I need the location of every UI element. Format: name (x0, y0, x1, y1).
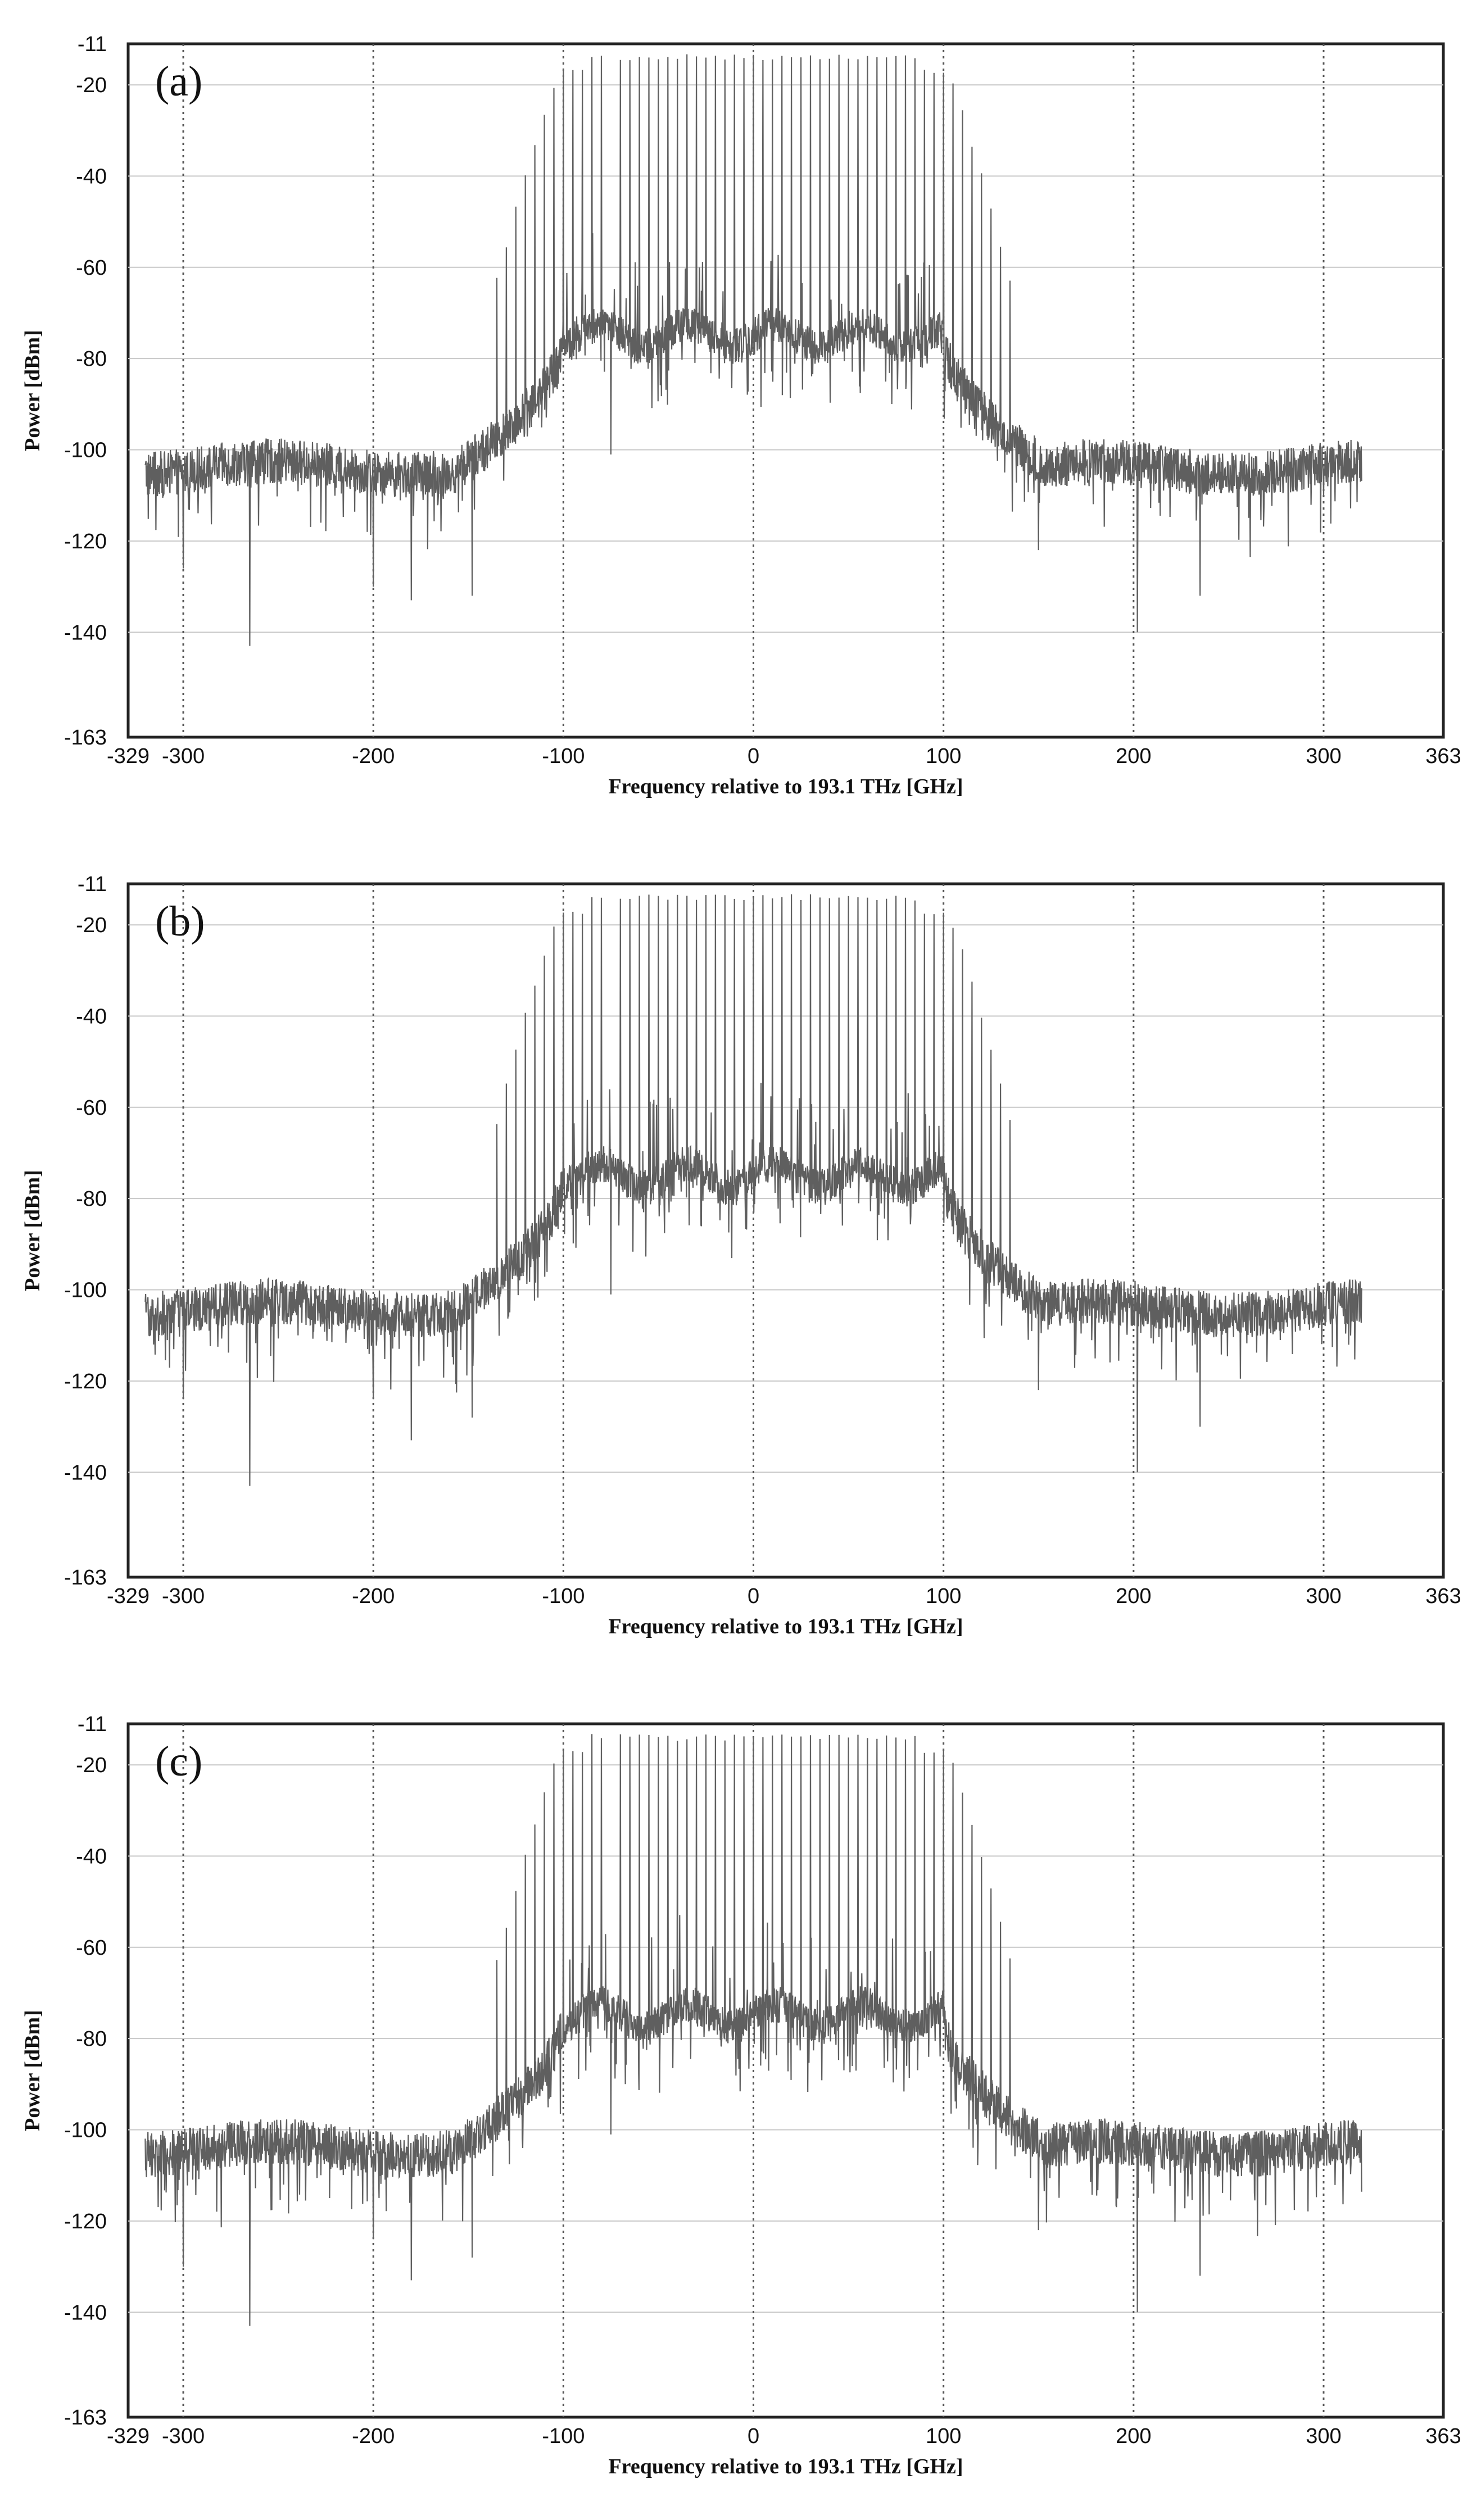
x-tick-label: -100 (542, 1584, 585, 1608)
y-tick-label: -140 (64, 2301, 107, 2324)
x-axis-title: Frequency relative to 193.1 THz [GHz] (608, 2455, 963, 2478)
x-tick-label: 363 (1425, 744, 1461, 768)
y-tick-label: -60 (76, 1936, 107, 1960)
x-tick-label: -300 (162, 2424, 205, 2448)
y-tick-label: -163 (64, 1566, 107, 1590)
spectrum-trace (144, 1734, 1362, 2326)
x-tick-label: -300 (162, 744, 205, 768)
y-tick-label: -120 (64, 530, 107, 553)
x-axis-title: Frequency relative to 193.1 THz [GHz] (608, 1615, 963, 1638)
y-tick-label: -20 (76, 914, 107, 937)
spectrum-chart-a: -11 -20 -40 -60 -80 -100 -120 -140 -163-329 -300 -… (21, 33, 1461, 798)
spectrum-trace (144, 54, 1362, 646)
y-tick-label: -140 (64, 1461, 107, 1484)
y-tick-label: -80 (76, 1187, 107, 1211)
x-tick-label: 300 (1306, 744, 1341, 768)
y-tick-label: -20 (76, 74, 107, 97)
spectrum-chart-c: -11 -20 -40 -60 -80 -100 -120 -140 -163-329 -300 -… (21, 1713, 1461, 2478)
x-tick-label: 300 (1306, 1584, 1341, 1608)
y-tick-label: -140 (64, 621, 107, 644)
panel-c: -11 -20 -40 -60 -80 -100 -120 -140 -163 -329 -300 -… (0, 1680, 1481, 2520)
y-tick-label: -11 (78, 33, 107, 56)
panel-label: (b) (155, 898, 205, 945)
x-tick-label: 300 (1306, 2424, 1341, 2448)
x-tick-label: 0 (748, 1584, 759, 1608)
plot-frame (126, 1722, 1445, 2419)
spectrum-chart-b: -11 -20 -40 -60 -80 -100 -120 -140 -163-329 -300 -… (21, 873, 1461, 1638)
y-tick-label: -163 (64, 726, 107, 750)
x-tick-label: 100 (926, 1584, 961, 1608)
x-tick-label: -329 (107, 2424, 150, 2448)
x-tick-label: -329 (107, 744, 150, 768)
y-tick-label: -120 (64, 2210, 107, 2233)
panel-label: (c) (155, 1738, 202, 1785)
x-tick-label: 200 (1116, 744, 1151, 768)
x-tick-label: 100 (926, 744, 961, 768)
y-tick-label: -100 (64, 439, 107, 462)
x-tick-label: 200 (1116, 2424, 1151, 2448)
x-tick-label: 0 (748, 2424, 759, 2448)
y-tick-label: -20 (76, 1754, 107, 1777)
x-tick-label: 363 (1425, 1584, 1461, 1608)
y-tick-label: -100 (64, 1279, 107, 1302)
x-tick-label: 363 (1425, 2424, 1461, 2448)
y-tick-label: -80 (76, 2027, 107, 2051)
y-tick-label: -40 (76, 1845, 107, 1868)
y-axis-title: Power [dBm] (21, 2010, 44, 2131)
plot-frame (126, 882, 1445, 1579)
y-tick-label: -40 (76, 165, 107, 188)
y-tick-label: -60 (76, 256, 107, 280)
y-tick-label: -60 (76, 1096, 107, 1120)
x-tick-label: -100 (542, 2424, 585, 2448)
x-tick-label: -329 (107, 1584, 150, 1608)
x-tick-label: -100 (542, 744, 585, 768)
x-tick-label: -200 (352, 2424, 395, 2448)
panel-label: (a) (155, 58, 202, 105)
y-tick-label: -120 (64, 1370, 107, 1393)
x-axis-title: Frequency relative to 193.1 THz [GHz] (608, 775, 963, 798)
y-tick-label: -100 (64, 2119, 107, 2142)
panel-a: -11 -20 -40 -60 -80 -100 -120 -140 -163 -329 -300 -… (0, 0, 1481, 840)
plot-frame (126, 42, 1445, 739)
y-tick-label: -11 (78, 873, 107, 896)
y-tick-label: -80 (76, 347, 107, 371)
y-tick-label: -163 (64, 2406, 107, 2430)
y-tick-label: -40 (76, 1005, 107, 1028)
y-axis-title: Power [dBm] (21, 330, 44, 451)
panel-b: -11 -20 -40 -60 -80 -100 -120 -140 -163 -329 -300 -… (0, 840, 1481, 1680)
spectrum-trace (144, 894, 1362, 1486)
x-tick-label: -200 (352, 1584, 395, 1608)
x-tick-label: -300 (162, 1584, 205, 1608)
x-tick-label: -200 (352, 744, 395, 768)
y-axis-title: Power [dBm] (21, 1170, 44, 1291)
x-tick-label: 100 (926, 2424, 961, 2448)
x-tick-label: 200 (1116, 1584, 1151, 1608)
y-tick-label: -11 (78, 1713, 107, 1736)
x-tick-label: 0 (748, 744, 759, 768)
